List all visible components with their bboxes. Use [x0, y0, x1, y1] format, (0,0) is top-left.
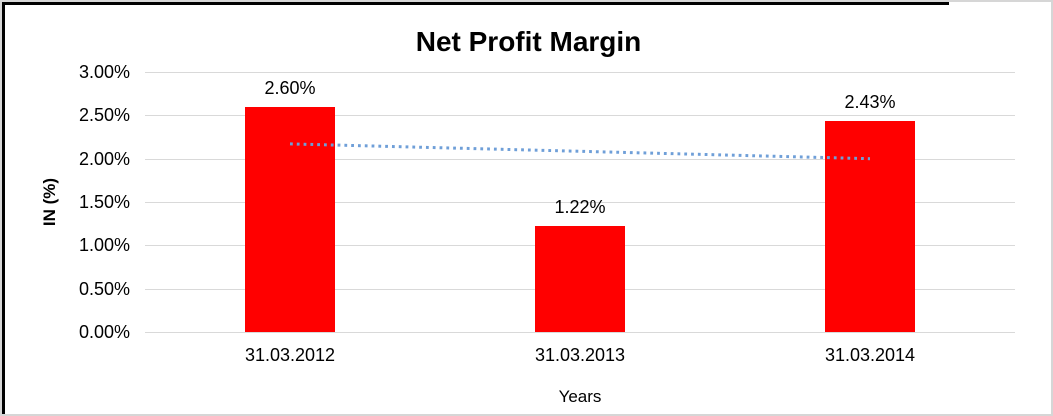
chart-title: Net Profit Margin: [415, 26, 642, 57]
y-axis-tick-label: 0.00%: [78, 322, 130, 342]
bar-31.03.2012: [245, 107, 335, 332]
y-axis-tick-label: 2.00%: [78, 149, 130, 169]
gridline: [145, 332, 1015, 333]
bar-value-label: 2.60%: [264, 78, 316, 98]
y-axis-tick-label: 3.00%: [78, 62, 130, 82]
bar-value-label: 2.43%: [844, 92, 896, 112]
bar-31.03.2013: [535, 226, 625, 332]
gridline: [145, 115, 1015, 116]
screenshot-border-top: [2, 2, 949, 5]
gridline: [145, 202, 1015, 203]
bar-value-label: 1.22%: [554, 197, 606, 217]
x-axis-category-label: 31.03.2014: [824, 345, 916, 365]
y-axis-tick-label: 0.50%: [78, 279, 130, 299]
x-axis-title: Years: [558, 387, 602, 406]
bar-31.03.2014: [825, 121, 915, 332]
y-axis-tick-label: 1.00%: [78, 235, 130, 255]
x-axis-category-label: 31.03.2013: [534, 345, 626, 365]
gridline: [145, 72, 1015, 73]
y-axis-tick-label: 2.50%: [78, 105, 130, 125]
screenshot-border-left: [2, 2, 5, 414]
y-axis-tick-label: 1.50%: [78, 192, 130, 212]
x-axis-category-label: 31.03.2012: [244, 345, 336, 365]
linear-trendline: [289, 142, 871, 161]
y-axis-title: IN (%): [40, 177, 59, 227]
